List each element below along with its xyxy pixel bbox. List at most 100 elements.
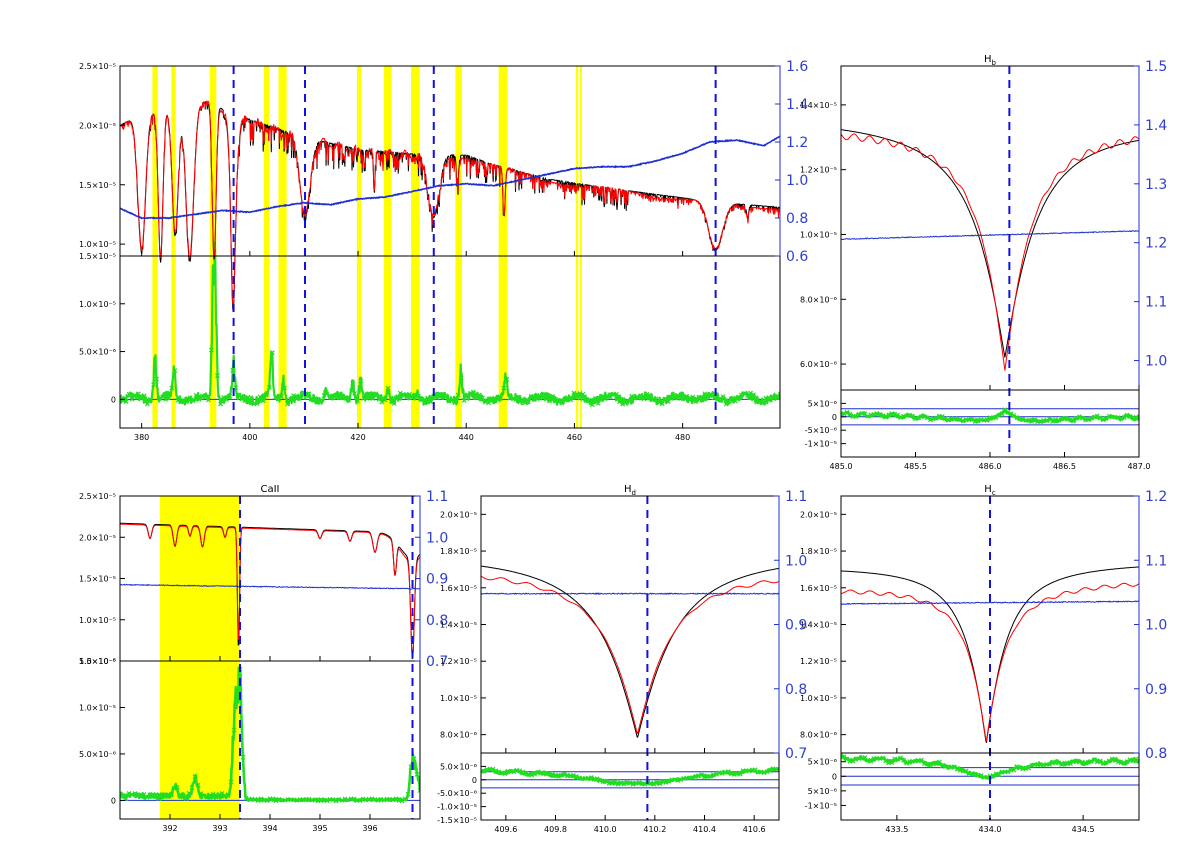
hdelta-residual-point [690,775,696,781]
caii-residual-point [213,794,219,800]
hdelta-residual-point [603,778,609,784]
hdelta-residual-point [556,774,561,779]
caii-residual-y-tick-label: 5.0×10⁻⁶ [79,750,116,759]
hbeta-panel: 485.0 485.5 486.0 486.5 487.0 6.0×10⁻⁶ 8.0×10⁻… [800,54,1167,471]
hbeta-residual-point [1136,414,1139,420]
hgamma-residual-point [933,761,939,767]
hdelta-residual-y-tick-label: -1.0×10⁻⁵ [437,803,477,812]
overview-residual-point [760,400,766,406]
overview-residual-point [544,396,549,402]
hdelta-residual-point [666,778,672,784]
hdelta-plot-area [481,496,779,820]
overview-residual-point [699,397,705,403]
hbeta-x-tick-label: 485.0 [830,462,853,471]
hbeta-residual-point [924,415,930,421]
hdelta-residual-point [660,778,666,784]
hbeta-y2-tick-label: 1.4 [1145,118,1167,134]
overview-residual-point [126,391,132,397]
overview-residual-point [656,400,662,405]
overview-x-tick-label: 420 [350,433,365,442]
overview-residual-point [690,394,696,400]
overview-residual-point [148,397,153,402]
overview-residual-point [132,393,138,398]
overview-residual-point [352,391,357,396]
overview-residual-point [620,401,626,407]
hdelta-residual-point [493,768,499,774]
hgamma-y-tick-label: 2.0×10⁻⁵ [800,510,837,519]
hdelta-y-tick-label: 1.0×10⁻⁵ [440,694,477,703]
caii-residual-point [273,798,279,804]
hbeta-y-tick-label: 1.2×10⁻⁵ [800,166,837,175]
hgamma-residual-point [990,773,996,778]
hbeta-residual-point [1076,414,1082,420]
hdelta-title-main: H [624,484,632,495]
overview-residual-point [580,391,586,397]
hgamma-residual-point [984,774,990,780]
hbeta-residual-point [1094,413,1100,419]
hbeta-residual-point [1118,416,1124,421]
caii-residual-point [264,798,270,804]
hbeta-residual-y-tick-label: 0 [832,413,837,422]
overview-residual-point [556,398,562,404]
overview-y2-tick-label: 1.2 [786,135,808,151]
caii-residual-point [132,791,138,796]
overview-residual-point [306,391,312,397]
caii-residual-point [330,797,336,803]
overview-residual-point [248,395,254,401]
overview-residual-point [614,391,619,397]
overview-residual-point [120,394,123,400]
hgamma-title-main: H [984,484,992,495]
hbeta-y2-tick-label: 1.1 [1145,295,1167,311]
overview-residual-point [693,399,699,404]
hgamma-residual-point [889,760,895,766]
hbeta-residual-point [844,409,850,415]
hbeta-model-series [841,133,1139,371]
overview-residual-point [129,396,135,402]
overview-residual-point [665,399,671,405]
hdelta-y2-tick-label: 0.7 [785,746,807,762]
overview-mask-region [411,66,420,428]
hdelta-residual-point [678,777,684,783]
overview-residual-point [205,397,211,403]
hdelta-residual-point [621,781,627,787]
overview-residual-point [227,393,233,399]
hbeta-y-tick-label: 8.0×10⁻⁶ [800,295,837,304]
overview-panel: 380 400 420 440 460 480 1.0×10⁻⁵ 1.5×10⁻⁵ 2.0×10… [79,59,808,442]
hbeta-residual-y-tick-label: 5×10⁻⁶ [808,399,837,408]
hgamma-residual-point [904,760,909,766]
hdelta-residual-point [481,768,487,774]
overview-residual-point [172,368,178,373]
hbeta-residual-point [1044,418,1050,424]
overview-residual-point [510,396,516,401]
caii-residual-point [225,793,231,799]
overview-residual-point [431,394,437,400]
hdelta-residual-point [630,781,636,787]
hgamma-residual-point [1059,762,1064,768]
hgamma-residual-point [1088,758,1094,764]
overview-residual-point [178,399,184,405]
overview-mask-region [152,66,158,428]
overview-residual-y-tick-label: 1.0×10⁻⁵ [79,300,116,309]
hbeta-title-main: H [984,54,992,65]
hdelta-residual-point [594,776,600,782]
hdelta-y-tick-label: 2.0×10⁻⁵ [440,510,477,519]
hbeta-residual-point [898,415,904,421]
hbeta-residual-point [1091,414,1097,420]
hdelta-residual-point [523,770,529,776]
overview-residual-point [397,390,403,396]
hbeta-residual-point [1029,419,1035,424]
hdelta-x-tick-label: 410.4 [693,825,716,834]
overview-residual-point [208,347,214,353]
hdelta-model-series [481,575,779,734]
caii-residual-y-tick-label: 1.0×10⁻⁵ [79,703,116,712]
overview-residual-point [218,401,223,407]
caii-residual-point [198,791,204,797]
caii-residual-point [195,782,201,788]
overview-residual-point [260,398,266,404]
caii-x-tick-label: 393 [212,824,227,833]
overview-residual-point [236,392,242,398]
overview-residual-point [285,401,290,407]
overview-y-tick-label: 1.0×10⁻⁵ [79,240,116,249]
overview-residual-point [668,394,674,400]
hbeta-residual-point [969,417,975,422]
